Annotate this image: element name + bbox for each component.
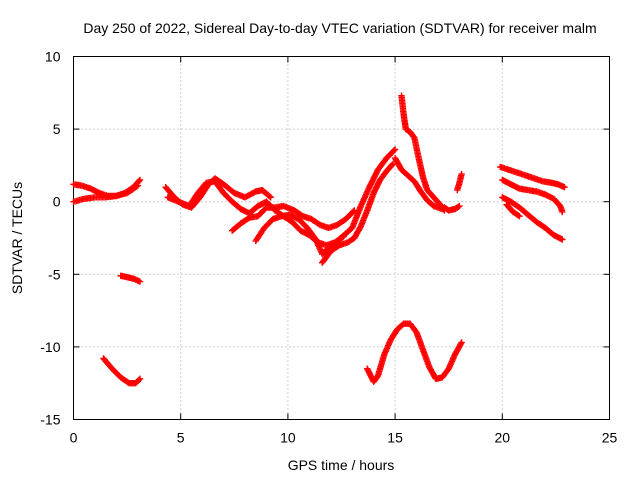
data-point (458, 339, 465, 346)
data-point (135, 177, 143, 185)
data-point (458, 170, 465, 178)
data-point (391, 146, 399, 153)
data-point (457, 340, 464, 347)
data-point (516, 213, 523, 220)
y-tick-label: -15 (40, 412, 60, 428)
data-point (390, 147, 398, 154)
data-point (136, 176, 144, 184)
chart-title: Day 250 of 2022, Sidereal Day-to-day VTE… (83, 20, 596, 36)
y-tick-label: 0 (53, 194, 61, 210)
x-axis-label: GPS time / hours (288, 457, 395, 473)
data-point (134, 182, 141, 189)
x-tick-label: 25 (602, 430, 618, 446)
data-point (388, 161, 396, 169)
data-point (267, 194, 274, 201)
data-point (515, 212, 522, 219)
data-point (135, 376, 143, 384)
data-point (456, 202, 463, 210)
y-axis: -15 -10 -5 0 5 10 (40, 49, 610, 428)
x-tick-label: 15 (387, 430, 403, 446)
x-axis: 0 5 10 15 20 25 (70, 56, 618, 446)
data-points (70, 92, 568, 387)
data-point (136, 375, 144, 382)
x-tick-label: 5 (177, 430, 185, 446)
data-point (133, 183, 140, 190)
data-point (136, 278, 144, 285)
grid-lines (73, 56, 610, 420)
x-tick-label: 20 (495, 430, 511, 446)
data-point (559, 236, 566, 243)
y-tick-label: 10 (45, 49, 61, 65)
plot-frame (73, 56, 610, 420)
x-tick-label: 10 (280, 430, 296, 446)
x-tick-label: 0 (70, 430, 78, 446)
y-axis-label: SDTVAR / TECUs (9, 182, 25, 294)
data-point (559, 208, 566, 216)
data-point (561, 184, 568, 191)
y-tick-label: -10 (40, 339, 60, 355)
y-tick-label: 5 (53, 121, 61, 137)
data-point (266, 193, 273, 200)
y-tick-label: -5 (48, 266, 61, 282)
